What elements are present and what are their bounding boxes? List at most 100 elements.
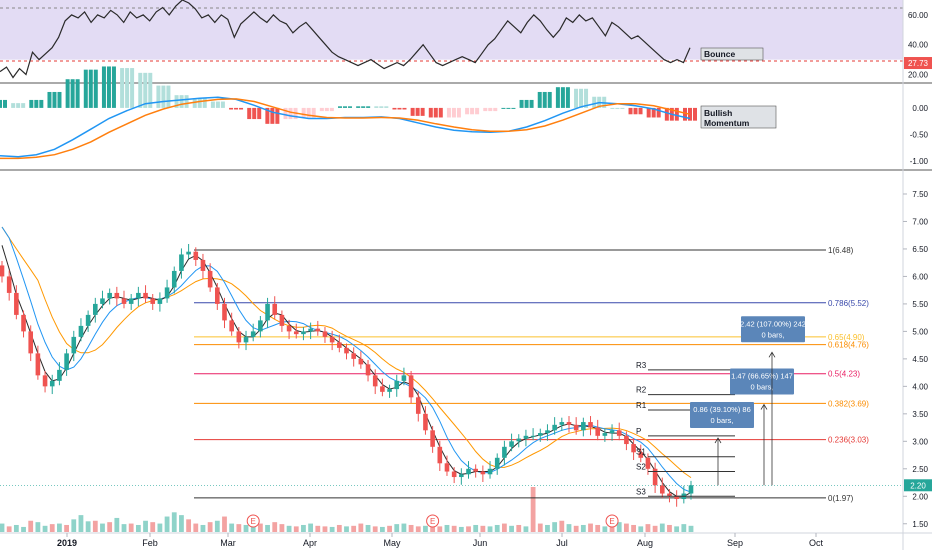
volume-bar [451, 525, 457, 532]
volume-bar [674, 526, 680, 532]
candle-body [222, 303, 227, 321]
rsi-tick-label: 60.00 [908, 11, 929, 20]
candle-body [466, 468, 471, 475]
candle-body [344, 347, 349, 354]
earnings-marker[interactable] [426, 514, 440, 528]
macd-histogram-bar [39, 99, 44, 108]
macd-histogram-bar [252, 107, 257, 120]
volume-bar [157, 523, 163, 532]
macd-histogram-bar [301, 107, 306, 118]
candle-body [14, 292, 19, 315]
time-axis-label: Jul [556, 538, 568, 548]
volume-bar [667, 524, 672, 532]
candle-body [616, 430, 622, 436]
candle-body [530, 435, 536, 437]
projection-callout[interactable] [741, 316, 805, 343]
candle-body [93, 303, 98, 315]
candle-body [301, 331, 306, 335]
candle-body [279, 314, 285, 326]
time-axis-label: Mar [220, 538, 236, 548]
candle-body [150, 298, 156, 304]
candle-body [143, 292, 148, 299]
macd-histogram-bar [120, 68, 125, 108]
macd-histogram-bar [529, 99, 534, 108]
projection-arrowhead [714, 437, 722, 444]
candle-body [164, 287, 170, 299]
macd-histogram-bar [161, 85, 166, 108]
macd-histogram-bar [664, 107, 669, 121]
volume-bar [128, 523, 134, 532]
candle-body [286, 325, 292, 332]
volume-bar [42, 525, 48, 532]
macd-histogram-bar [174, 95, 179, 108]
macd-histogram-bar [275, 107, 280, 124]
volume-bar [243, 524, 249, 532]
momentum-label-line2: Momentum [704, 118, 750, 128]
volume-bar [200, 524, 206, 532]
price-tick-label: 1.50 [912, 520, 928, 529]
macd-histogram-bar [70, 79, 75, 108]
candle-body [494, 457, 500, 469]
candle-body [537, 433, 543, 436]
fib-level-label: 0.5(4.23) [828, 370, 860, 379]
momentum-label-box[interactable] [700, 105, 777, 129]
volume-bar [552, 522, 558, 532]
volume-bar [423, 525, 428, 532]
macd-histogram-bar [348, 106, 352, 108]
macd-histogram-bar [379, 106, 384, 108]
macd-histogram-bar [693, 107, 697, 121]
volume-bar [351, 525, 357, 532]
time-axis-label: Aug [637, 538, 653, 548]
candle-body [171, 270, 177, 288]
projection-callout-value: 2.42 (107.00%) 242 [740, 319, 806, 328]
candle-body [437, 446, 443, 464]
pivot-points[interactable]: R3 R2 R1 P S1 S2 S3 [636, 361, 735, 497]
macd-histogram-bar [638, 107, 643, 115]
macd-histogram-bar [519, 99, 524, 108]
projection-callout-bars: 0 bars, [751, 382, 774, 391]
candle-body [179, 254, 184, 271]
earnings-marker[interactable] [246, 514, 260, 528]
candle-body [394, 380, 400, 390]
projection-callout[interactable] [730, 368, 794, 395]
macd-histogram-bar [179, 95, 184, 108]
projection-callout[interactable] [690, 402, 754, 429]
earnings-marker[interactable] [605, 514, 619, 528]
macd-histogram-bar [542, 91, 547, 108]
pivot-level-label: P [636, 427, 641, 436]
candle-body [229, 320, 234, 332]
candle-body [516, 438, 522, 442]
volume-bar [545, 524, 550, 532]
rsi-overbought-oversold-band [0, 0, 903, 60]
macd-histogram-bar [111, 66, 116, 108]
macd-histogram-bar [210, 101, 215, 108]
candle-body [444, 463, 450, 472]
bounce-label-box[interactable] [700, 47, 764, 61]
candle-body [315, 328, 321, 332]
macd-histogram-bar [234, 107, 239, 110]
volume-bar [222, 516, 227, 532]
volume-bar [430, 526, 436, 532]
candle-body [559, 422, 565, 425]
macd-histogram-bar [483, 107, 488, 112]
candle-body [609, 430, 615, 434]
macd-histogram-bar [374, 106, 379, 108]
macd-histogram-bar [574, 88, 579, 108]
volume-bar [487, 526, 493, 532]
macd-histogram-bar [361, 106, 366, 108]
volume-bar [135, 524, 141, 532]
macd-histogram-bar [438, 107, 443, 118]
macd-histogram-bar [410, 107, 415, 116]
candle-body [186, 251, 191, 255]
candle-body [272, 303, 278, 315]
fast-moving-average-line [1, 245, 692, 497]
macd-histogram-bar [148, 72, 153, 108]
volume-bar [602, 526, 608, 532]
volume-bar [573, 525, 579, 532]
macd-histogram-bar [130, 68, 135, 108]
price-projections[interactable]: 0.86 (39.10%) 86 0 bars, 1.47 (66.65%) 147… [690, 316, 806, 486]
macd-histogram-bar [506, 107, 511, 109]
candle-body [107, 292, 112, 299]
